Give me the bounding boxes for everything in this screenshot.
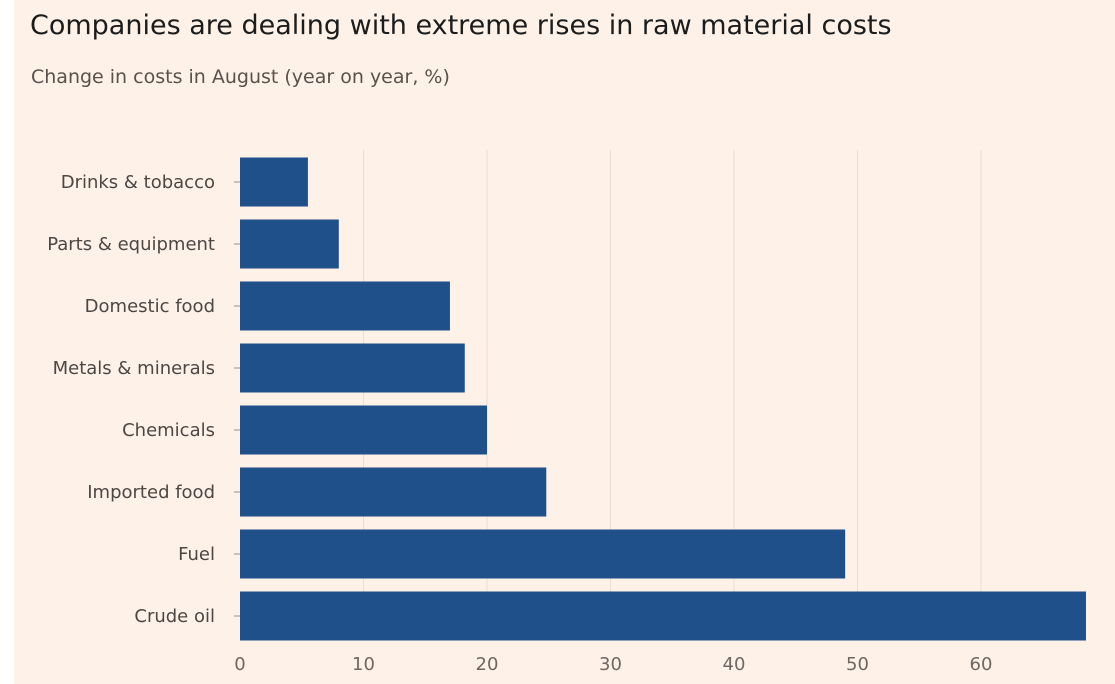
bar xyxy=(240,157,308,207)
label-layer: Drinks & tobacco Parts & equipment Domesti… xyxy=(47,172,240,627)
x-tick-label: 0 xyxy=(234,654,245,675)
bar xyxy=(240,281,450,331)
x-tick-label: 10 xyxy=(352,654,375,675)
category-label: Metals & minerals xyxy=(53,358,215,379)
category-label: Domestic food xyxy=(85,296,215,317)
bar xyxy=(240,467,547,517)
x-tick-label: 20 xyxy=(476,654,499,675)
chart-title: Companies are dealing with extreme rises… xyxy=(30,10,892,41)
bar xyxy=(240,591,1086,641)
bar-layer xyxy=(240,157,1086,641)
bar xyxy=(240,405,487,455)
x-tick-label: 50 xyxy=(846,654,869,675)
x-tick-label: 60 xyxy=(970,654,993,675)
category-label: Crude oil xyxy=(134,606,215,627)
category-label: Parts & equipment xyxy=(47,234,215,255)
x-tick-label: 40 xyxy=(723,654,746,675)
category-label: Fuel xyxy=(178,544,215,565)
bar xyxy=(240,529,846,579)
bar xyxy=(240,343,465,393)
category-label: Chemicals xyxy=(122,420,215,441)
bar xyxy=(240,219,339,269)
x-axis: 0 10 20 30 40 50 60 xyxy=(234,654,992,675)
x-tick-label: 30 xyxy=(599,654,622,675)
category-label: Drinks & tobacco xyxy=(61,172,215,193)
chart-subtitle: Change in costs in August (year on year,… xyxy=(31,66,450,88)
category-label: Imported food xyxy=(87,482,215,503)
